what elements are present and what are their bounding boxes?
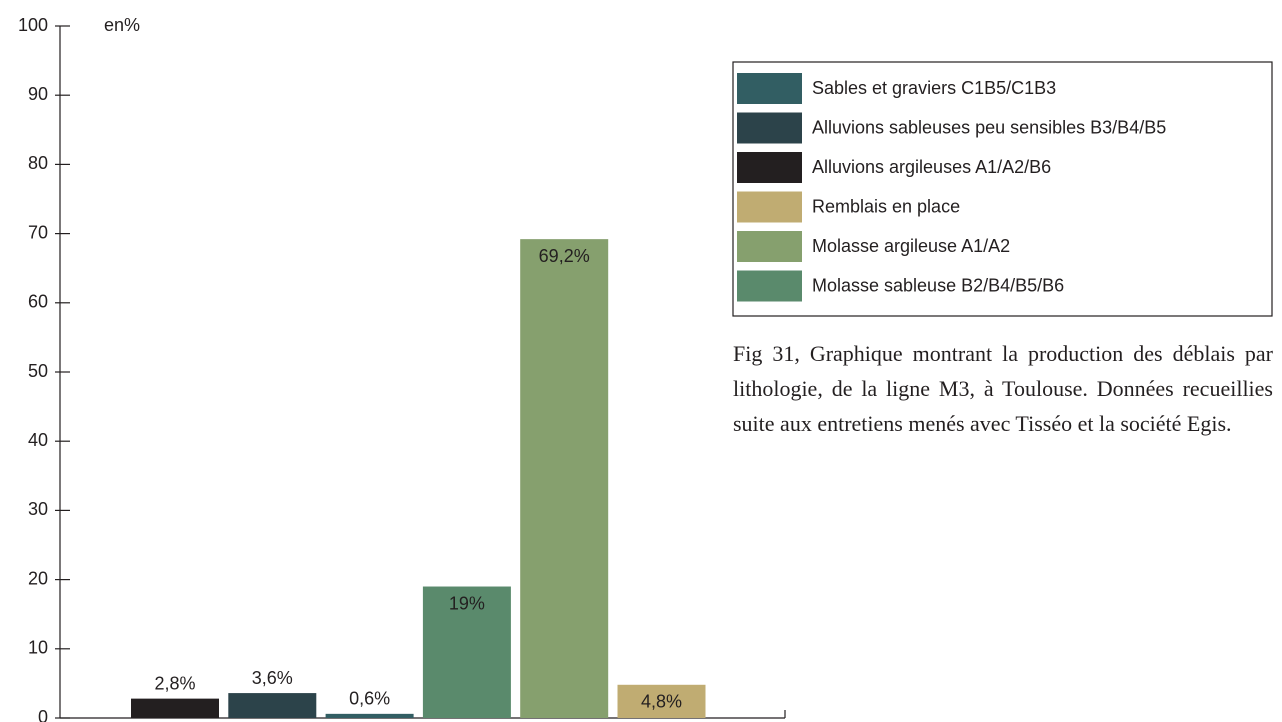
y-tick-label: 100 bbox=[18, 15, 48, 35]
legend-swatch bbox=[737, 270, 802, 302]
y-tick-label: 70 bbox=[28, 222, 48, 242]
legend-swatch bbox=[737, 73, 802, 104]
bar bbox=[131, 698, 219, 718]
value-label: 3,6% bbox=[252, 668, 293, 688]
value-label: 69,2% bbox=[539, 246, 590, 266]
y-tick-label: 80 bbox=[28, 153, 48, 173]
bar bbox=[228, 693, 317, 718]
legend-swatch bbox=[737, 191, 802, 223]
legend-swatch bbox=[737, 112, 802, 144]
bar bbox=[422, 586, 511, 718]
y-tick-label: 20 bbox=[28, 568, 48, 588]
legend-label: Remblais en place bbox=[812, 196, 960, 216]
y-tick-label: 10 bbox=[28, 638, 48, 658]
legend-label: Molasse argileuse A1/A2 bbox=[812, 236, 1010, 256]
legend-label: Sables et graviers C1B5/C1B3 bbox=[812, 78, 1056, 98]
caption: Fig 31, Graphique montrant la production… bbox=[733, 341, 1273, 436]
value-label: 2,8% bbox=[154, 673, 195, 693]
bar bbox=[325, 713, 414, 718]
y-tick-label: 50 bbox=[28, 361, 48, 381]
bar bbox=[617, 684, 706, 718]
y-tick-label: 30 bbox=[28, 499, 48, 519]
y-tick-label: 40 bbox=[28, 430, 48, 450]
bar bbox=[520, 239, 609, 719]
value-label: 19% bbox=[449, 593, 485, 613]
legend-box bbox=[732, 61, 1273, 317]
y-tick-label: 60 bbox=[28, 292, 48, 312]
legend-swatch bbox=[737, 231, 802, 262]
legend-label: Alluvions argileuses A1/A2/B6 bbox=[812, 157, 1051, 177]
y-tick-label: 90 bbox=[28, 84, 48, 104]
y-tick-label: 0 bbox=[38, 707, 48, 722]
legend-label: Molasse sableuse B2/B4/B5/B6 bbox=[812, 275, 1064, 295]
value-label: 0,6% bbox=[349, 689, 390, 709]
legend-swatch bbox=[737, 152, 802, 183]
value-label: 4,8% bbox=[641, 692, 682, 712]
y-axis-label: en% bbox=[104, 15, 140, 35]
legend-label: Alluvions sableuses peu sensibles B3/B4/… bbox=[812, 117, 1166, 137]
